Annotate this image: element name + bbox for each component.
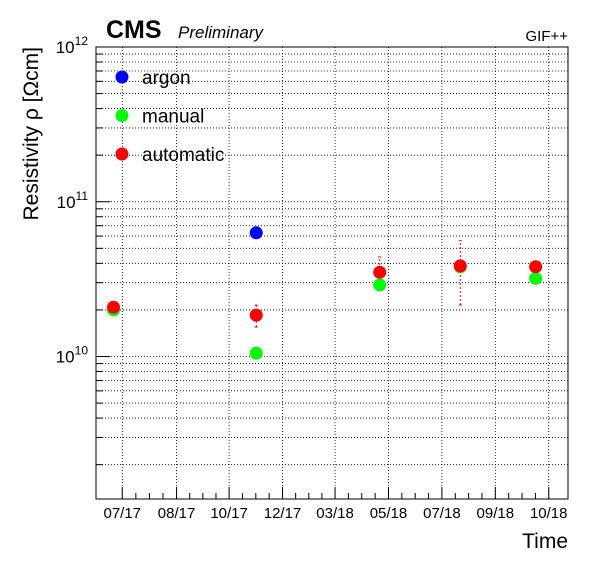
- legend-marker-manual: [116, 109, 129, 122]
- x-axis-title: Time: [522, 530, 568, 553]
- x-tick-labels: 07/17 08/17 10/17 12/17 03/18 05/18 07/18 09/18…: [103, 505, 567, 522]
- legend-label-manual: manual: [142, 107, 204, 128]
- data-point-manual: [529, 272, 542, 285]
- legend-label-argon: argon: [142, 68, 191, 89]
- x-tick-label: 07/18: [423, 505, 461, 522]
- data-point-automatic: [250, 309, 263, 322]
- data-point-automatic: [107, 301, 120, 314]
- x-tick-label: 03/18: [316, 505, 354, 522]
- data-point-automatic: [529, 260, 542, 273]
- data-point-manual: [373, 278, 386, 291]
- legend-marker-automatic: [116, 148, 129, 161]
- x-tick-label: 10/17: [210, 505, 248, 522]
- x-tick-label: 07/17: [103, 505, 141, 522]
- data-point-argon: [250, 226, 263, 239]
- preliminary-label: Preliminary: [178, 23, 265, 42]
- data-point-automatic: [373, 266, 386, 279]
- y-axis-title: Resistivity ρ [Ωcm]: [20, 47, 43, 221]
- x-tick-label: 09/18: [477, 505, 515, 522]
- legend-marker-argon: [116, 71, 129, 84]
- x-tick-label: 05/18: [370, 505, 408, 522]
- legend-label-automatic: automatic: [142, 145, 224, 166]
- x-tick-label: 08/17: [158, 505, 196, 522]
- cms-label: CMS: [106, 16, 162, 44]
- x-tick-label: 12/17: [264, 505, 302, 522]
- x-tick-label: 10/18: [530, 505, 568, 522]
- data-point-manual: [250, 347, 263, 360]
- data-point-automatic: [454, 259, 467, 272]
- facility-label: GIF++: [525, 28, 568, 45]
